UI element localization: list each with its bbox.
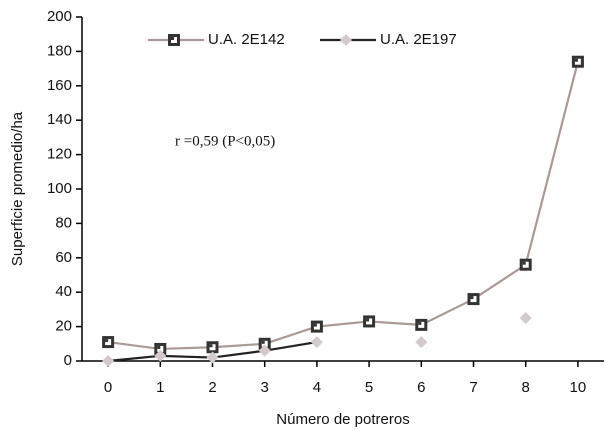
y-tick-label: 200 [47, 8, 72, 25]
marker [102, 336, 115, 349]
marker [154, 349, 167, 362]
marker [258, 344, 271, 357]
y-tick-label: 180 [47, 42, 72, 59]
x-tick-label: 2 [208, 379, 216, 396]
marker [363, 315, 376, 328]
y-tick-label: 160 [47, 77, 72, 94]
series-line [107, 61, 579, 351]
y-tick-label: 40 [55, 283, 72, 300]
marker [206, 351, 219, 364]
marker [415, 336, 428, 349]
y-tick-label: 120 [47, 146, 72, 163]
marker [206, 341, 219, 354]
y-tick-label: 140 [47, 111, 72, 128]
y-tick-label: 80 [55, 214, 72, 231]
x-tick-label: 8 [522, 379, 530, 396]
x-tick-label: 10 [570, 379, 587, 396]
marker [415, 318, 428, 331]
x-tick-label: 3 [261, 379, 269, 396]
y-tick-label: 100 [47, 180, 72, 197]
marker [519, 312, 532, 324]
x-tick-label: 6 [417, 379, 425, 396]
y-tick-label: 20 [55, 318, 72, 335]
x-tick-label: 5 [365, 379, 373, 396]
annotation: r =0,59 (P<0,05) [175, 133, 275, 149]
marker [168, 34, 180, 46]
marker [102, 355, 115, 367]
marker [310, 336, 323, 349]
x-axis-title: Número de potreros [276, 411, 409, 428]
marker [571, 55, 584, 68]
marker [519, 258, 532, 271]
x-tick-label: 1 [156, 379, 164, 396]
legend-label: U.A. 2E197 [380, 31, 457, 48]
y-tick-label: 0 [64, 352, 72, 369]
x-tick-label: 4 [313, 379, 321, 396]
legend-label: U.A. 2E142 [208, 31, 285, 48]
y-tick-label: 60 [55, 249, 72, 266]
marker [467, 293, 480, 306]
marker [154, 342, 167, 355]
x-tick-label: 0 [104, 379, 112, 396]
y-axis-title: Superficie promedio/ha [9, 111, 26, 266]
marker [310, 320, 323, 333]
x-tick-label: 7 [469, 379, 477, 396]
marker [258, 337, 271, 350]
marker [340, 34, 352, 46]
